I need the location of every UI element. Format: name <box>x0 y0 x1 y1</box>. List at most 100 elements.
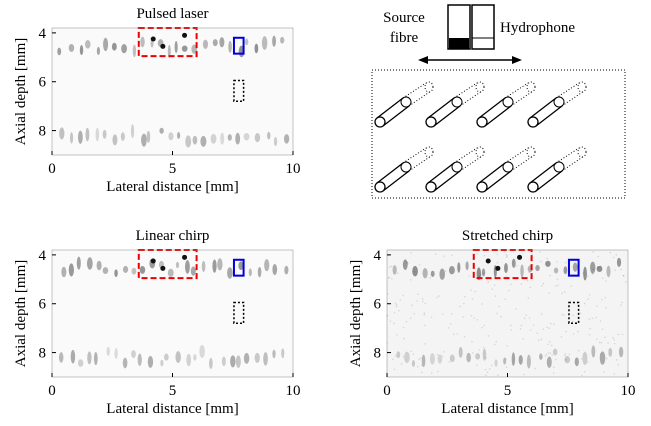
x-axis-label: Lateral distance [mm] <box>106 179 238 195</box>
speckle <box>451 254 453 257</box>
speckle <box>528 317 531 319</box>
speckle <box>167 268 174 277</box>
speckle <box>481 268 486 277</box>
speckle <box>96 260 102 271</box>
speckle <box>612 336 614 339</box>
speckle <box>606 357 608 360</box>
speckle <box>102 129 107 139</box>
speckle <box>470 289 472 291</box>
diagram-label: Source <box>383 10 425 26</box>
speckle <box>443 351 445 353</box>
speckle <box>452 333 455 336</box>
speckle <box>78 130 83 144</box>
speckle <box>137 353 142 366</box>
speckle <box>556 261 558 263</box>
speckle <box>604 336 606 338</box>
speckle <box>209 357 213 370</box>
x-tick-label: 0 <box>48 161 56 177</box>
rod-fibre <box>453 147 483 172</box>
speckle <box>481 303 483 305</box>
rod-fibre <box>555 147 585 172</box>
speckle <box>615 254 618 256</box>
speckle <box>546 326 548 329</box>
speckle <box>572 314 574 316</box>
speckle <box>394 302 397 305</box>
rod-outline <box>478 97 512 127</box>
speckle <box>412 265 418 277</box>
speckle <box>395 303 398 306</box>
speckle <box>574 357 579 367</box>
speckle <box>605 306 607 309</box>
speckle <box>200 135 207 147</box>
speckle <box>549 274 551 277</box>
speckle <box>185 260 190 274</box>
speckle <box>395 305 398 308</box>
speckle <box>442 313 444 315</box>
speckle <box>527 296 530 299</box>
rod-tip <box>526 81 536 93</box>
plot-background <box>52 28 293 155</box>
speckle <box>487 281 489 284</box>
speckle <box>572 262 578 272</box>
speckle <box>167 44 171 59</box>
speckle <box>500 315 502 318</box>
speckle <box>542 282 545 285</box>
speckle <box>485 374 487 376</box>
x-tick-label: 5 <box>504 383 512 399</box>
speckle <box>391 277 393 280</box>
speckle <box>182 254 188 260</box>
rod-outline <box>529 97 563 127</box>
speckle <box>546 356 552 368</box>
speckle <box>588 333 591 336</box>
speckle <box>106 346 110 356</box>
speckle <box>496 312 498 315</box>
annotation-box <box>232 258 245 277</box>
speckle <box>539 251 541 253</box>
speckle <box>416 365 419 368</box>
speckle <box>599 353 602 355</box>
speckle <box>541 284 543 287</box>
speckle <box>504 298 506 300</box>
speckle <box>564 355 571 364</box>
speckle <box>505 358 508 360</box>
speckle <box>159 127 164 134</box>
annotation-box <box>567 258 580 277</box>
speckle <box>120 132 125 141</box>
y-tick-label: 8 <box>374 346 382 362</box>
speckle <box>596 305 598 307</box>
x-tick-label: 10 <box>286 383 301 399</box>
speckle <box>230 355 236 368</box>
speckle <box>597 267 600 269</box>
speckle <box>560 335 563 338</box>
speckle <box>473 317 475 319</box>
speckle <box>564 261 567 264</box>
speckle <box>605 280 607 282</box>
speckle <box>537 339 540 341</box>
speckle <box>112 134 118 146</box>
speckle <box>577 349 580 352</box>
speckle <box>443 255 446 258</box>
rod-outline <box>427 97 461 127</box>
speckle <box>520 264 524 278</box>
speckle <box>393 311 396 314</box>
x-tick-label: 5 <box>169 161 177 177</box>
speckle <box>587 298 589 300</box>
speckle <box>506 344 508 347</box>
speckle <box>591 273 594 275</box>
speckle <box>59 127 65 140</box>
speckle <box>532 324 535 327</box>
speckle <box>613 338 616 341</box>
speckle <box>405 261 408 264</box>
speckle <box>601 277 604 280</box>
speckle <box>114 269 118 278</box>
speckle <box>504 250 506 253</box>
y-tick-label: 8 <box>39 346 47 362</box>
speckle <box>478 349 481 351</box>
speckle <box>210 133 217 144</box>
speckle <box>526 354 531 369</box>
y-tick-label: 6 <box>39 75 47 91</box>
speckle <box>410 304 413 307</box>
speckle <box>540 338 543 341</box>
speckle <box>495 340 497 343</box>
speckle <box>390 265 393 268</box>
